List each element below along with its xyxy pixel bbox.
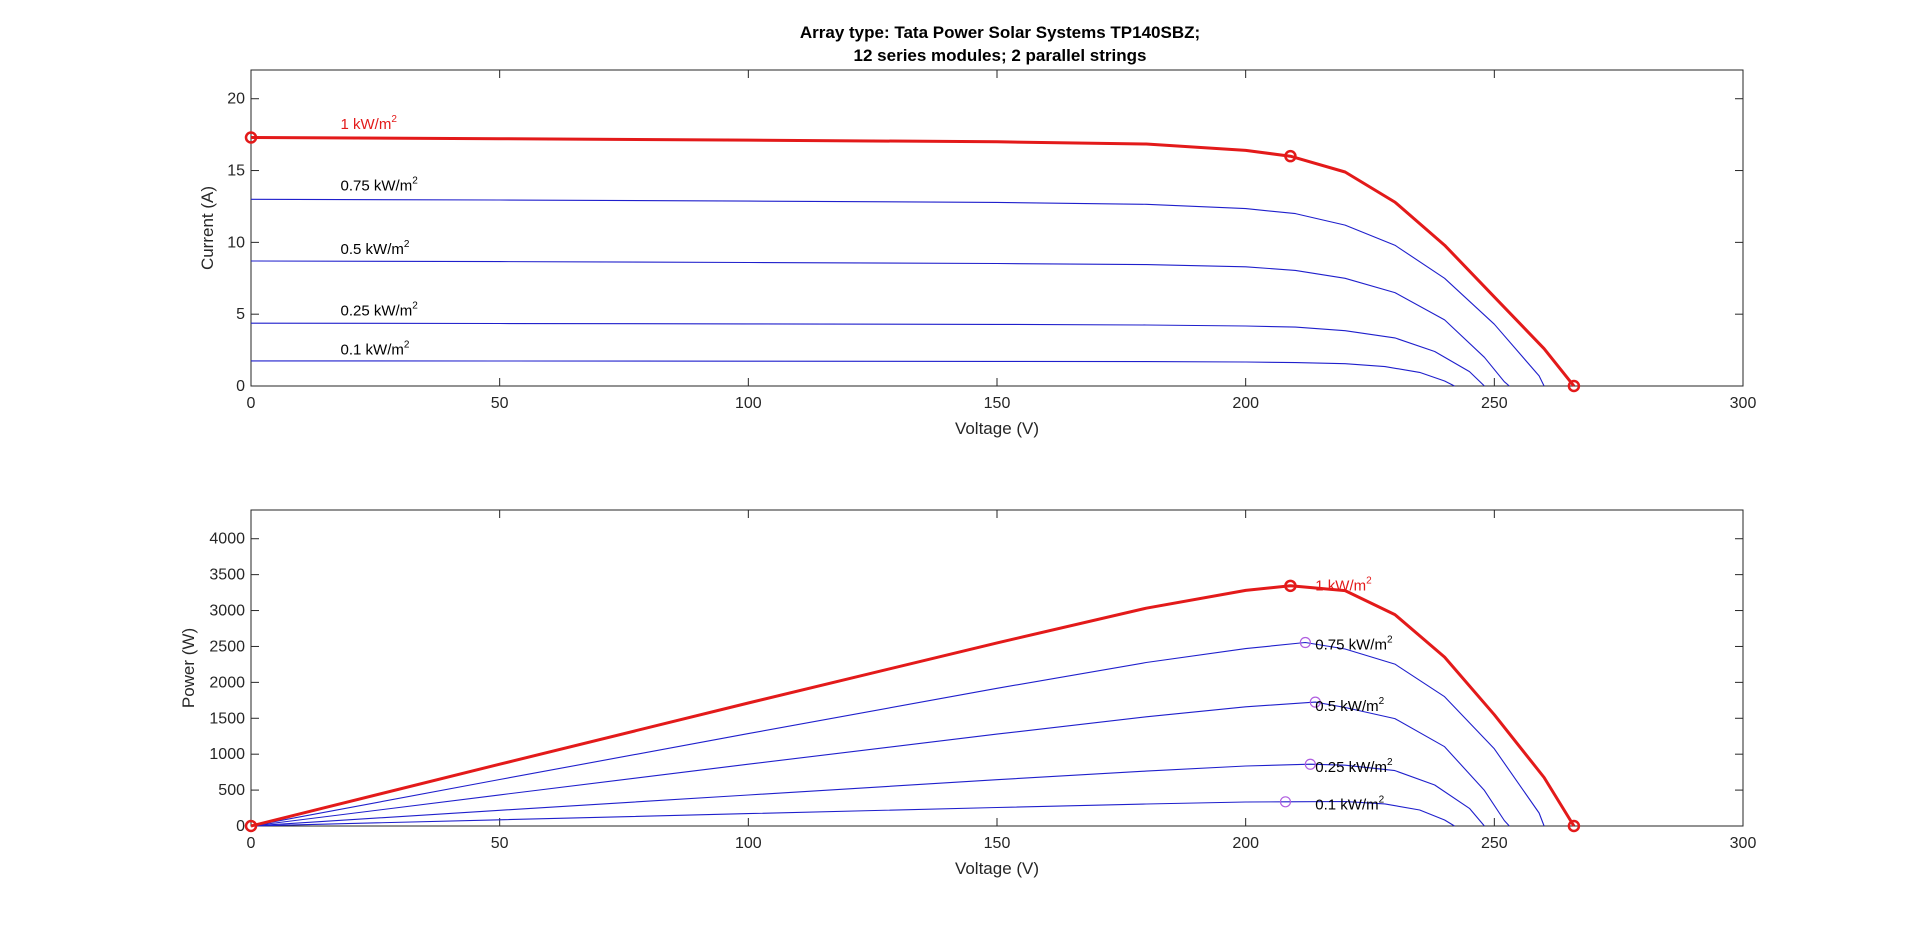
series-line xyxy=(250,260,1510,387)
x-axis-label: Voltage (V) xyxy=(955,419,1039,438)
series-line xyxy=(250,198,1545,387)
series-line xyxy=(250,322,1485,387)
series-line xyxy=(250,701,1510,827)
series-label: 0.5 kW/m2 xyxy=(1315,696,1384,715)
x-tick-label: 200 xyxy=(1232,835,1259,852)
y-tick-label: 3000 xyxy=(209,603,245,620)
y-axis-label: Current (A) xyxy=(198,186,217,270)
x-tick-label: 50 xyxy=(491,395,509,412)
x-tick-label: 300 xyxy=(1730,835,1757,852)
y-tick-label: 20 xyxy=(227,91,245,108)
series-label: 0.1 kW/m2 xyxy=(1315,794,1384,813)
x-tick-label: 50 xyxy=(491,835,509,852)
series-label: 0.75 kW/m2 xyxy=(1315,634,1393,653)
y-tick-label: 0 xyxy=(236,378,245,395)
x-tick-label: 200 xyxy=(1232,395,1259,412)
series-label: 1 kW/m2 xyxy=(1315,575,1372,594)
series-line xyxy=(250,136,1576,387)
point-marker xyxy=(244,131,258,144)
y-tick-label: 4000 xyxy=(209,531,245,548)
axes-box xyxy=(250,509,1744,827)
axes-box xyxy=(250,69,1744,387)
series-line xyxy=(250,641,1545,827)
series-label: 0.25 kW/m2 xyxy=(1315,757,1393,776)
x-tick-label: 100 xyxy=(735,835,762,852)
x-tick-label: 250 xyxy=(1481,835,1508,852)
point-marker xyxy=(1284,579,1297,593)
y-axis-label: Power (W) xyxy=(179,628,198,708)
series-label: 0.1 kW/m2 xyxy=(341,339,410,358)
point-marker xyxy=(1284,149,1297,163)
series-label: 0.75 kW/m2 xyxy=(341,176,419,195)
x-tick-label: 250 xyxy=(1481,395,1508,412)
point-marker xyxy=(1567,819,1581,833)
series-label: 0.5 kW/m2 xyxy=(341,239,410,258)
y-tick-label: 1500 xyxy=(209,710,245,727)
x-axis-label: Voltage (V) xyxy=(955,859,1039,878)
series-line xyxy=(250,360,1455,387)
x-tick-label: 0 xyxy=(247,395,256,412)
y-tick-label: 0 xyxy=(236,818,245,835)
series-label: 1 kW/m2 xyxy=(341,114,398,133)
y-tick-label: 15 xyxy=(227,163,245,180)
point-marker xyxy=(1299,636,1311,649)
chart-title-line-1: Array type: Tata Power Solar Systems TP1… xyxy=(800,23,1200,42)
point-marker xyxy=(1279,796,1292,808)
x-tick-label: 0 xyxy=(247,835,256,852)
point-marker xyxy=(1567,379,1581,393)
point-marker xyxy=(1309,696,1321,708)
series-line xyxy=(250,763,1485,827)
y-tick-label: 10 xyxy=(227,234,245,251)
y-tick-label: 500 xyxy=(218,782,245,799)
current-voltage-plot: 0 50 100 150 200 250 300 0 5 10 15 20 Voltage (V) Cur… xyxy=(198,69,1757,438)
y-tick-label: 2500 xyxy=(209,638,245,655)
series-line xyxy=(250,800,1455,827)
series-label: 0.25 kW/m2 xyxy=(341,301,419,320)
x-tick-label: 100 xyxy=(735,395,762,412)
x-tick-label: 150 xyxy=(984,835,1011,852)
series-line xyxy=(250,584,1576,828)
x-tick-label: 300 xyxy=(1730,395,1757,412)
power-voltage-plot: 0 50 100 150 200 250 3000500100015002000250030… xyxy=(179,509,1757,878)
point-marker xyxy=(244,819,258,833)
point-marker xyxy=(1304,758,1316,770)
y-tick-label: 2000 xyxy=(209,674,245,691)
y-tick-label: 3500 xyxy=(209,567,245,584)
x-tick-label: 150 xyxy=(984,395,1011,412)
chart-title-line-2: 12 series modules; 2 parallel strings xyxy=(854,46,1147,65)
y-tick-label: 5 xyxy=(236,306,245,323)
y-tick-label: 1000 xyxy=(209,746,245,763)
